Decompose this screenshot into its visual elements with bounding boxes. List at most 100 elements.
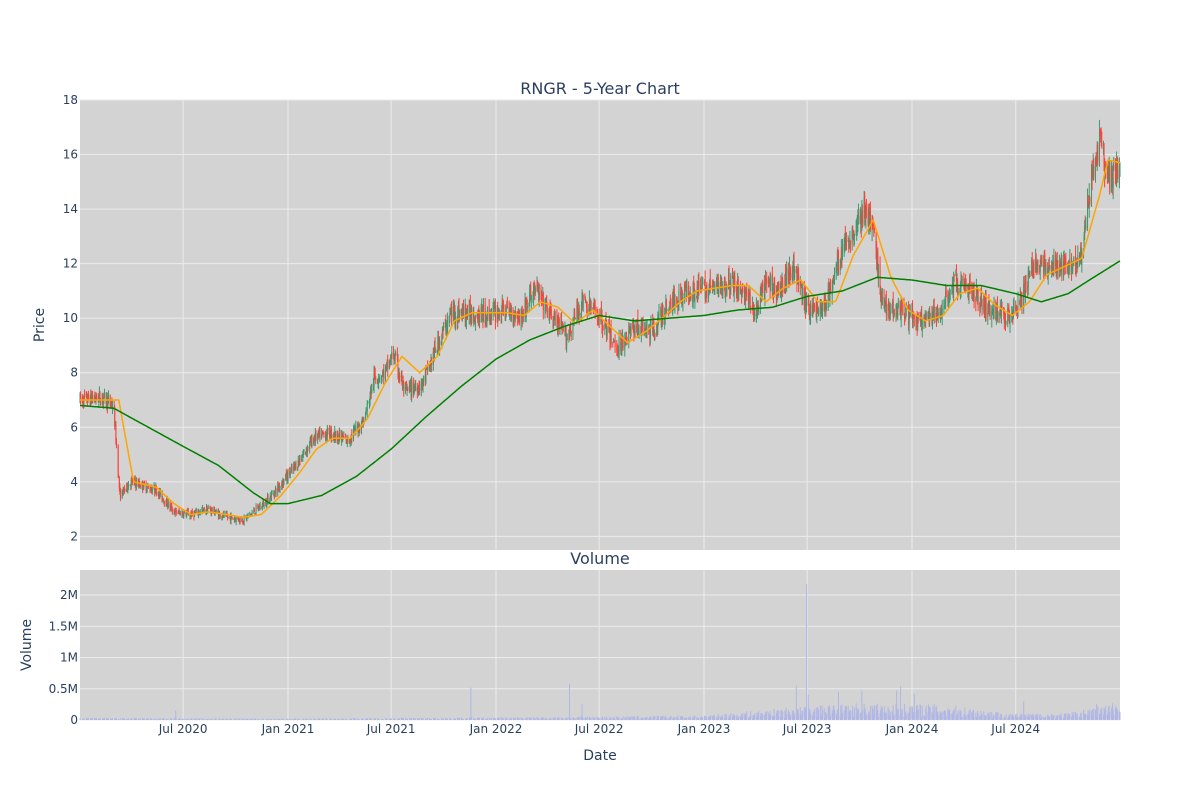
volume-bar — [143, 718, 145, 720]
volume-bar — [404, 719, 406, 720]
volume-bar — [608, 719, 610, 720]
candle-body — [746, 290, 748, 297]
candle — [95, 392, 97, 405]
volume-bar — [745, 712, 747, 720]
volume-bar — [872, 708, 874, 720]
volume-axis-title: Volume — [19, 619, 35, 671]
volume-bar — [829, 708, 831, 720]
candle — [1088, 201, 1090, 209]
candle-body — [696, 296, 698, 298]
candle-body — [589, 301, 591, 312]
candle — [1027, 280, 1029, 298]
candle-body — [358, 430, 360, 431]
volume-bar — [282, 718, 284, 720]
candle-body — [915, 321, 917, 323]
candle-body — [941, 309, 943, 317]
candle — [606, 325, 608, 341]
volume-bar — [405, 717, 407, 720]
candle — [614, 340, 616, 343]
candle-body — [425, 368, 427, 370]
volume-bar — [119, 719, 121, 720]
candle — [333, 432, 335, 441]
candle — [86, 391, 88, 404]
candle — [310, 435, 312, 443]
candle-body — [413, 389, 415, 392]
candle — [1000, 305, 1002, 316]
candle-body — [96, 394, 98, 400]
date-tick-label: Jan 2024 — [885, 722, 939, 736]
gridlines — [80, 99, 1120, 721]
candle — [557, 315, 559, 337]
candle-body — [1106, 173, 1108, 183]
volume-bar — [433, 717, 435, 720]
candle-body — [318, 430, 320, 435]
volume-bar — [469, 717, 471, 720]
volume-bar — [179, 719, 181, 720]
candle-body — [147, 486, 149, 488]
volume-bar — [570, 718, 572, 720]
volume-bar — [314, 719, 316, 720]
candle-body — [705, 294, 707, 297]
candle-body — [704, 281, 706, 282]
candle-body — [792, 266, 794, 272]
candle — [1004, 312, 1006, 324]
candle-body — [606, 327, 608, 336]
volume-bar — [186, 718, 188, 720]
volume-bar — [510, 718, 512, 720]
volume-bar — [830, 715, 832, 720]
candle-body — [601, 312, 603, 330]
candle-body — [394, 353, 396, 361]
volume-bar — [836, 710, 838, 720]
candle-body — [374, 371, 376, 376]
candle — [742, 282, 744, 294]
candle-body — [165, 502, 167, 506]
candle — [752, 304, 754, 316]
candle — [847, 235, 849, 242]
candle-body — [158, 494, 160, 497]
candle-body — [119, 490, 121, 499]
candle — [951, 285, 953, 295]
candle-body — [661, 306, 663, 319]
candle — [852, 225, 854, 239]
candle-body — [1025, 280, 1027, 287]
volume-bar — [434, 718, 436, 720]
candle-body — [864, 195, 866, 210]
volume-bar — [330, 719, 332, 720]
candle-body — [677, 306, 679, 307]
candle — [716, 273, 718, 294]
candle — [568, 329, 570, 343]
volume-bar — [664, 715, 666, 720]
volume-bar — [824, 711, 826, 720]
candle-body — [221, 517, 223, 519]
candle-body — [335, 430, 337, 439]
candle-body — [987, 303, 989, 312]
candle-body — [608, 325, 610, 328]
candle — [880, 285, 882, 303]
volume-bar — [705, 716, 707, 720]
candle-body — [606, 326, 608, 338]
volume-bar — [778, 710, 780, 720]
candle-body — [570, 331, 572, 334]
candle-body — [199, 510, 201, 514]
volume-bar — [696, 716, 698, 720]
candle — [1094, 156, 1096, 183]
volume-bar — [207, 718, 209, 720]
candle-body — [1084, 224, 1086, 227]
volume-bar — [776, 711, 778, 720]
candle — [1051, 260, 1053, 278]
candle — [806, 291, 808, 313]
candle — [461, 303, 463, 322]
candle-body — [454, 306, 456, 321]
volume-bar — [473, 718, 475, 720]
candle-body — [777, 284, 779, 292]
candle-body — [269, 500, 271, 503]
volume-bar — [825, 716, 827, 720]
volume-bar — [143, 718, 145, 720]
candle-body — [578, 307, 580, 314]
volume-bar — [478, 717, 480, 720]
candle-body — [992, 312, 994, 314]
volume-bar — [582, 717, 584, 720]
candle-body — [728, 273, 730, 280]
candle-body — [385, 365, 387, 368]
candle-body — [315, 432, 317, 441]
